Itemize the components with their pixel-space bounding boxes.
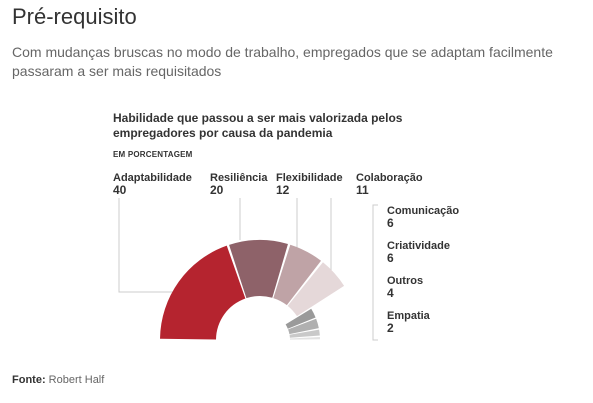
label-value: 6 xyxy=(387,251,394,265)
donut-slices xyxy=(160,239,345,340)
label-name: Outros xyxy=(387,275,424,287)
label-value: 11 xyxy=(356,183,369,197)
label-flexibilidade: Flexibilidade 12 xyxy=(276,172,343,196)
leader-lines xyxy=(118,198,378,341)
label-colaboracao: Colaboração 11 xyxy=(356,172,423,196)
label-outros: Outros 4 xyxy=(387,275,423,299)
page-title: Pré-requisito xyxy=(12,4,137,29)
source-value: Robert Half xyxy=(48,374,105,386)
leader-bracket-small-group xyxy=(372,204,378,341)
slice-criatividade xyxy=(288,318,319,335)
slice-resiliencia xyxy=(229,239,288,299)
label-value: 12 xyxy=(276,183,290,197)
source-label: Fonte: xyxy=(12,374,46,386)
label-value: 6 xyxy=(387,216,394,230)
label-comunicacao: Comunicação 6 xyxy=(387,205,459,229)
label-name: Resiliência xyxy=(210,172,268,184)
slice-comunicacao xyxy=(285,308,316,329)
slice-adaptabilidade xyxy=(160,245,246,340)
label-value: 40 xyxy=(113,183,127,197)
page-subtitle: Com mudanças bruscas no modo de trabalho… xyxy=(12,44,553,79)
slice-outros xyxy=(289,329,320,338)
label-name: Colaboração xyxy=(356,172,423,184)
label-value: 20 xyxy=(210,183,224,197)
source-note: Fonte: Robert Half xyxy=(12,374,104,386)
unit-label: EM PORCENTAGEM xyxy=(113,150,193,159)
label-adaptabilidade: Adaptabilidade 40 xyxy=(113,172,192,196)
label-empatia: Empatia 2 xyxy=(387,310,430,334)
label-value: 4 xyxy=(387,286,394,300)
label-resiliencia: Resiliência 20 xyxy=(210,172,267,196)
slice-empatia xyxy=(289,337,320,340)
label-name: Flexibilidade xyxy=(276,172,343,184)
chart-title: Habilidade que passou a ser mais valoriz… xyxy=(113,111,403,140)
slice-flexibilidade xyxy=(273,244,322,306)
leader-line-adaptabilidade xyxy=(118,198,177,293)
label-name: Criatividade xyxy=(387,240,450,252)
label-name: Comunicação xyxy=(387,205,460,217)
label-name: Adaptabilidade xyxy=(113,172,192,184)
label-value: 2 xyxy=(387,321,394,335)
label-name: Empatia xyxy=(387,310,430,322)
slice-colaboracao xyxy=(287,262,345,317)
label-criatividade: Criatividade 6 xyxy=(387,240,450,264)
